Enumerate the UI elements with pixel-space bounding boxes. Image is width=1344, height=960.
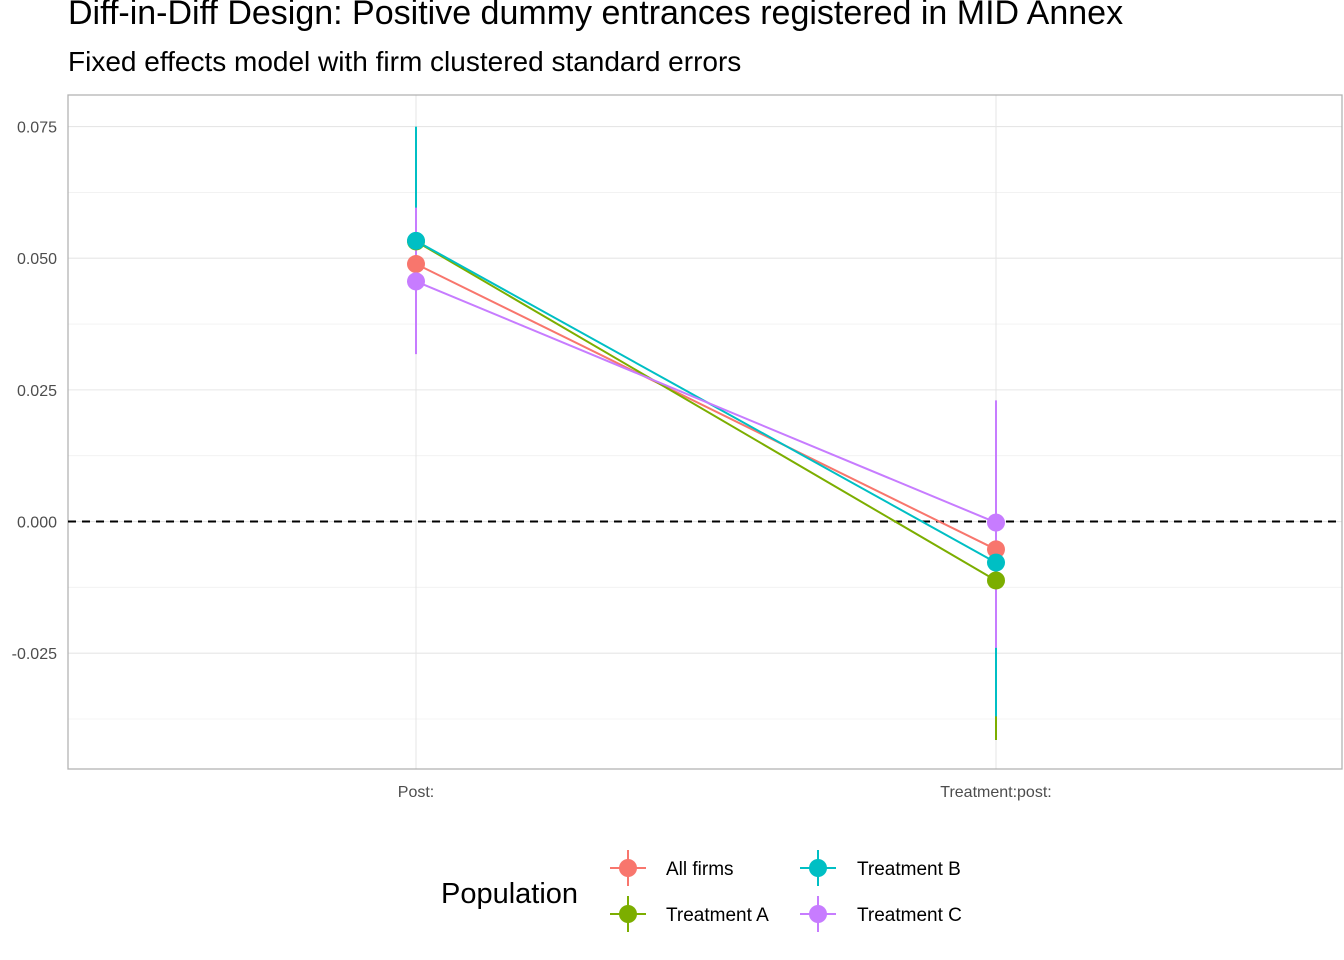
legend-label: Treatment C xyxy=(857,905,962,926)
legend-key-point xyxy=(809,905,827,923)
legend-label: Treatment A xyxy=(666,905,769,926)
data-point-treatment-c xyxy=(407,272,425,291)
series-line-treatment-c xyxy=(415,280,997,524)
chart-subtitle: Fixed effects model with firm clustered … xyxy=(68,46,742,77)
legend-label: All firms xyxy=(666,859,734,880)
legend-label: Treatment B xyxy=(857,859,961,880)
y-tick-label: 0.000 xyxy=(17,515,57,532)
y-tick-label: 0.050 xyxy=(17,251,57,268)
data-point-treatment-c xyxy=(987,513,1005,532)
grid-lines xyxy=(68,95,1342,769)
data-points xyxy=(407,231,1005,590)
y-axis: -0.025 0.000 0.025 0.050 0.075 xyxy=(12,120,57,664)
data-point-treatment-b xyxy=(987,553,1005,572)
x-axis: Post: Treatment:post: xyxy=(398,784,1052,801)
data-point-treatment-b xyxy=(407,231,425,250)
legend-item-treatment-b: Treatment B xyxy=(800,850,961,886)
data-point-treatment-a xyxy=(987,571,1005,590)
y-tick-label: 0.075 xyxy=(17,120,57,137)
legend: Population All firms Treatment A Treatment… xyxy=(441,850,962,932)
data-point-all-firms xyxy=(987,540,1005,559)
series-line-all-firms xyxy=(415,263,997,551)
legend-key-point xyxy=(619,905,637,923)
series-line-treatment-a xyxy=(415,240,997,582)
x-tick-label: Post: xyxy=(398,784,434,801)
chart-title: Diff-in-Diff Design: Positive dummy entr… xyxy=(68,0,1124,32)
legend-key-point xyxy=(619,859,637,877)
legend-item-treatment-a: Treatment A xyxy=(610,896,769,932)
legend-item-all-firms: All firms xyxy=(610,850,734,886)
y-tick-label: 0.025 xyxy=(17,383,57,400)
error-bars xyxy=(415,126,997,741)
legend-item-treatment-c: Treatment C xyxy=(800,896,962,932)
x-tick-label: Treatment:post: xyxy=(940,784,1051,801)
y-tick-label: -0.025 xyxy=(12,646,57,663)
series-lines xyxy=(415,239,997,582)
legend-title: Population xyxy=(441,878,578,910)
legend-key-point xyxy=(809,859,827,877)
panel-border xyxy=(67,94,1343,770)
data-point-all-firms xyxy=(407,255,425,274)
